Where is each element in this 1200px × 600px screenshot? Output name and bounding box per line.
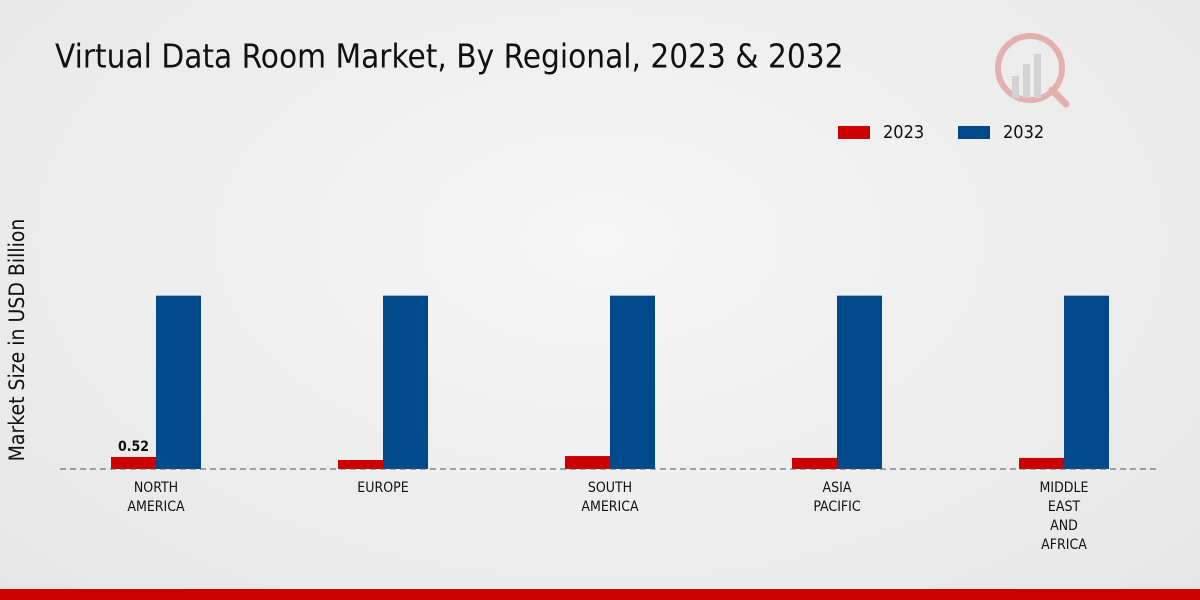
x-tick-label: ASIA PACIFIC <box>813 480 861 515</box>
chart-title: Virtual Data Room Market, By Regional, 2… <box>55 37 844 76</box>
x-tick-label: SOUTH AMERICA <box>581 480 639 515</box>
x-tick-label: NORTH AMERICA <box>127 480 185 515</box>
bar <box>156 295 201 469</box>
bar <box>610 295 655 469</box>
x-tick-label: MIDDLE EAST AND AFRICA <box>1039 480 1089 553</box>
bar <box>383 295 428 469</box>
x-tick-label: EUROPE <box>357 480 409 496</box>
legend-swatch <box>838 126 870 139</box>
y-axis-label: Market Size in USD Billion <box>5 219 29 462</box>
bar <box>338 459 383 469</box>
bar <box>837 295 882 469</box>
legend-swatch <box>958 126 990 139</box>
bar <box>1019 457 1064 469</box>
legend-label: 2032 <box>1003 122 1044 143</box>
legend-label: 2023 <box>883 122 924 143</box>
bar <box>111 456 156 469</box>
footer-stripe <box>0 589 1200 600</box>
logo <box>995 33 1070 108</box>
data-label: 0.52 <box>118 439 149 455</box>
bar <box>565 456 610 469</box>
bar <box>1064 295 1109 469</box>
bar <box>792 457 837 469</box>
